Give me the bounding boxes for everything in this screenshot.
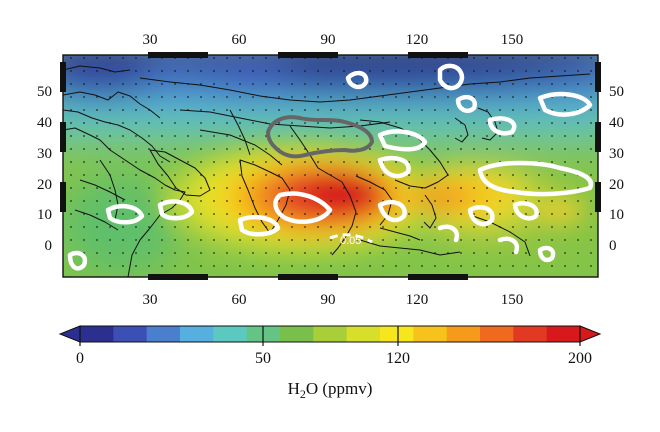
colorbar-ticks: [79, 326, 581, 346]
colorbar-swatch: [546, 326, 581, 342]
contour-label: 0.05: [340, 235, 361, 247]
x-tick-top-30: 30: [143, 32, 158, 48]
x-tick-top-150: 150: [501, 32, 524, 48]
dashed-contour: [329, 233, 373, 244]
colorbar-swatch: [413, 326, 448, 342]
colorbar-tick-50: 50: [255, 350, 271, 367]
y-tick-right-20: 20: [609, 177, 624, 193]
colorbar-swatch: [80, 326, 114, 342]
colorbar-swatch: [313, 326, 348, 342]
y-tick-left-10: 10: [37, 207, 52, 223]
colorbar-swatch: [213, 326, 248, 342]
colorbar-swatches: [80, 326, 581, 342]
colorbar-tick-0: 0: [76, 350, 84, 367]
colorbar-title: H2O (ppmv): [288, 379, 373, 401]
colorbar-swatch: [113, 326, 148, 342]
colorbar-title-h: H: [288, 379, 300, 398]
x-tick-top-120: 120: [406, 32, 429, 48]
colorbar-swatch: [513, 326, 548, 342]
colorbar-swatch: [146, 326, 181, 342]
colorbar: 0 50 120 200 H2O (ppmv): [58, 325, 602, 401]
x-tick-bottom-30: 30: [143, 292, 158, 308]
y-tick-left-20: 20: [37, 177, 52, 193]
colorbar-title-rest: O (ppmv): [306, 379, 373, 398]
y-tick-left-30: 30: [37, 146, 52, 162]
colorbar-tick-200: 200: [568, 350, 592, 367]
y-tick-left-40: 40: [37, 115, 52, 131]
y-tick-left-0: 0: [45, 238, 53, 254]
colorbar-title-subscript: 2: [300, 387, 306, 401]
y-tick-right-30: 30: [609, 146, 624, 162]
y-tick-right-10: 10: [609, 207, 624, 223]
plateau-contour: [265, 115, 375, 159]
x-tick-top-60: 60: [232, 32, 247, 48]
x-tick-bottom-150: 150: [501, 292, 524, 308]
map-panel: 0.05: [63, 55, 598, 277]
colorbar-swatch: [480, 326, 514, 342]
x-tick-top-90: 90: [321, 32, 336, 48]
y-tick-right-40: 40: [609, 115, 624, 131]
colorbar-swatch: [346, 326, 381, 342]
y-tick-left-50: 50: [37, 84, 52, 100]
colorbar-right-arrow: [579, 325, 602, 343]
colorbar-swatch: [380, 326, 414, 342]
x-tick-bottom-60: 60: [232, 292, 247, 308]
white-contours: [67, 63, 594, 271]
map-border-bars: [60, 52, 601, 280]
y-tick-right-0: 0: [609, 238, 617, 254]
x-tick-bottom-120: 120: [406, 292, 429, 308]
colorbar-swatch: [180, 326, 214, 342]
colorbar-swatch: [446, 326, 481, 342]
colorbar-tick-120: 120: [386, 350, 410, 367]
colorbar-swatch: [280, 326, 314, 342]
colorbar-left-arrow: [58, 325, 81, 343]
x-tick-bottom-90: 90: [321, 292, 336, 308]
y-tick-right-50: 50: [609, 84, 624, 100]
